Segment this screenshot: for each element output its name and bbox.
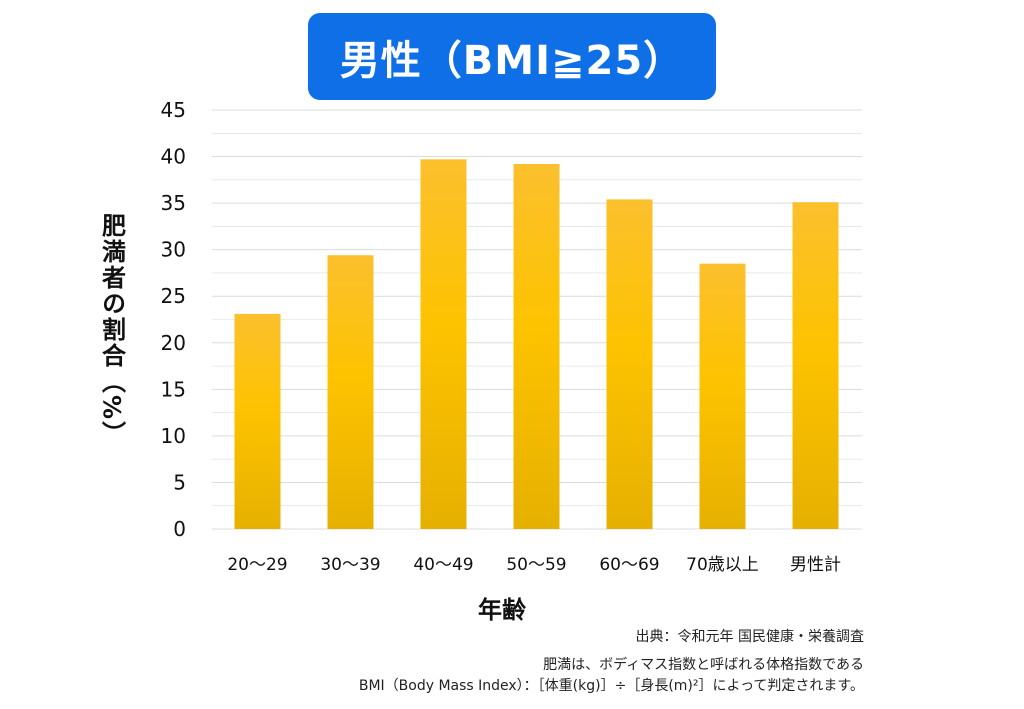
bar	[792, 202, 839, 529]
bar	[234, 313, 281, 529]
y-axis-label: 肥満者の割合（%）	[97, 212, 126, 448]
y-tick-label: 45	[161, 98, 186, 122]
x-axis-ticks: 20～29 30～39 40～49 50～59 60～69 70歳以上 男性計	[227, 555, 841, 575]
source-note: 出典：令和元年 国民健康・栄養調査	[635, 629, 864, 645]
x-tick-label: 60～69	[599, 555, 659, 575]
x-tick-label: 40～49	[413, 555, 473, 575]
y-tick-label: 40	[161, 145, 186, 169]
y-tick-label: 35	[161, 191, 186, 215]
x-tick-label: 70歳以上	[686, 555, 759, 575]
x-tick-label: 50～59	[506, 555, 566, 575]
x-axis-label: 年齢	[478, 596, 526, 624]
x-tick-label: 男性計	[790, 555, 841, 575]
y-tick-label: 20	[161, 331, 186, 355]
footnote-line-2: BMI（Body Mass Index）：［体重(kg)］÷［身長(m)²］によ…	[358, 678, 864, 694]
x-tick-label: 30～39	[320, 555, 380, 575]
y-tick-label: 30	[161, 238, 186, 262]
y-tick-label: 10	[161, 424, 186, 448]
bars	[234, 159, 839, 530]
y-tick-label: 25	[161, 284, 186, 308]
footnote-line-1: 肥満は、ボディマス指数と呼ばれる体格指数である	[543, 657, 864, 673]
title-banner: 男性（BMI≧25）	[308, 13, 716, 100]
bar	[420, 159, 467, 530]
y-tick-label: 15	[161, 377, 186, 401]
bar	[513, 164, 560, 529]
y-tick-label: 0	[173, 517, 186, 541]
bar	[699, 263, 746, 529]
bar	[327, 255, 374, 529]
bar	[606, 199, 653, 530]
y-axis-ticks: 0 5 10 15 20 25 30 35 40 45	[161, 98, 186, 541]
x-tick-label: 20～29	[227, 555, 287, 575]
y-tick-label: 5	[173, 470, 186, 494]
chart-title: 男性（BMI≧25）	[339, 37, 685, 84]
